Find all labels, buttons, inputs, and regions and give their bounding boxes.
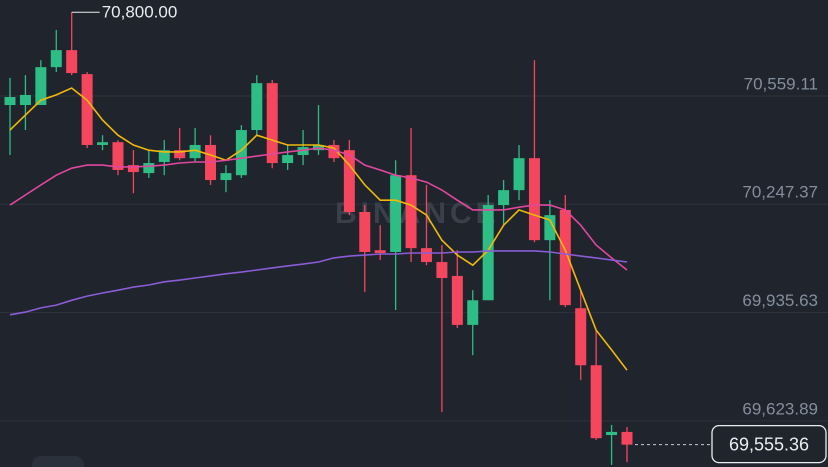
- candle-body: [590, 365, 602, 439]
- candle-body: [467, 300, 479, 325]
- candle-body: [390, 175, 402, 252]
- candle-body: [528, 158, 540, 241]
- y-tick-label: 70,247.37: [742, 183, 818, 202]
- candle-body: [420, 248, 432, 263]
- candle-body: [189, 144, 201, 159]
- candle-body: [158, 150, 170, 162]
- moving-average: [9, 87, 628, 371]
- candle-body: [559, 209, 571, 306]
- candle-body: [606, 431, 618, 436]
- candle-body: [50, 50, 62, 68]
- last-price-label: 69,555.36: [729, 434, 809, 454]
- grid: 70,559.11 70,247.37 69,935.63 69,623.89: [0, 74, 828, 422]
- candle-body: [35, 67, 47, 106]
- candle-body: [436, 262, 448, 279]
- high-marker-label: 70,800.00: [102, 3, 178, 22]
- y-tick-label: 69,935.63: [742, 291, 818, 310]
- y-tick-label: 70,559.11: [744, 74, 818, 93]
- candle-body: [81, 74, 93, 145]
- candle-body: [174, 150, 186, 159]
- candle-body: [266, 83, 278, 164]
- candle-body: [343, 150, 355, 213]
- candle-body: [328, 144, 340, 159]
- candle-body: [4, 97, 16, 106]
- candle-body: [143, 163, 155, 174]
- candle-body: [482, 205, 494, 301]
- candle-body: [374, 250, 386, 254]
- candle-body: [513, 158, 525, 191]
- candle-body: [544, 215, 556, 241]
- candle-body: [575, 308, 587, 366]
- moving-average: [9, 147, 628, 271]
- candle-body: [282, 155, 294, 164]
- candle-body: [127, 165, 139, 173]
- candle-body: [405, 175, 417, 249]
- candle-body: [97, 142, 109, 145]
- plot: 70,800.00 69,555.36: [4, 3, 827, 465]
- candle-body: [112, 142, 124, 170]
- candle-body: [359, 212, 371, 252]
- y-tick-label: 69,623.89: [742, 399, 818, 418]
- candle-body: [498, 190, 510, 206]
- candle-body: [66, 50, 78, 74]
- candle-body: [251, 83, 263, 131]
- last-price-box: [711, 424, 827, 464]
- candle-body: [19, 94, 31, 106]
- candle-body: [451, 275, 463, 325]
- moving-average: [9, 250, 628, 316]
- candle-body: [220, 173, 232, 181]
- candle-body: [297, 147, 309, 156]
- candle-body: [621, 431, 633, 445]
- candle-body: [235, 130, 247, 176]
- toolbar-stub: [32, 456, 84, 467]
